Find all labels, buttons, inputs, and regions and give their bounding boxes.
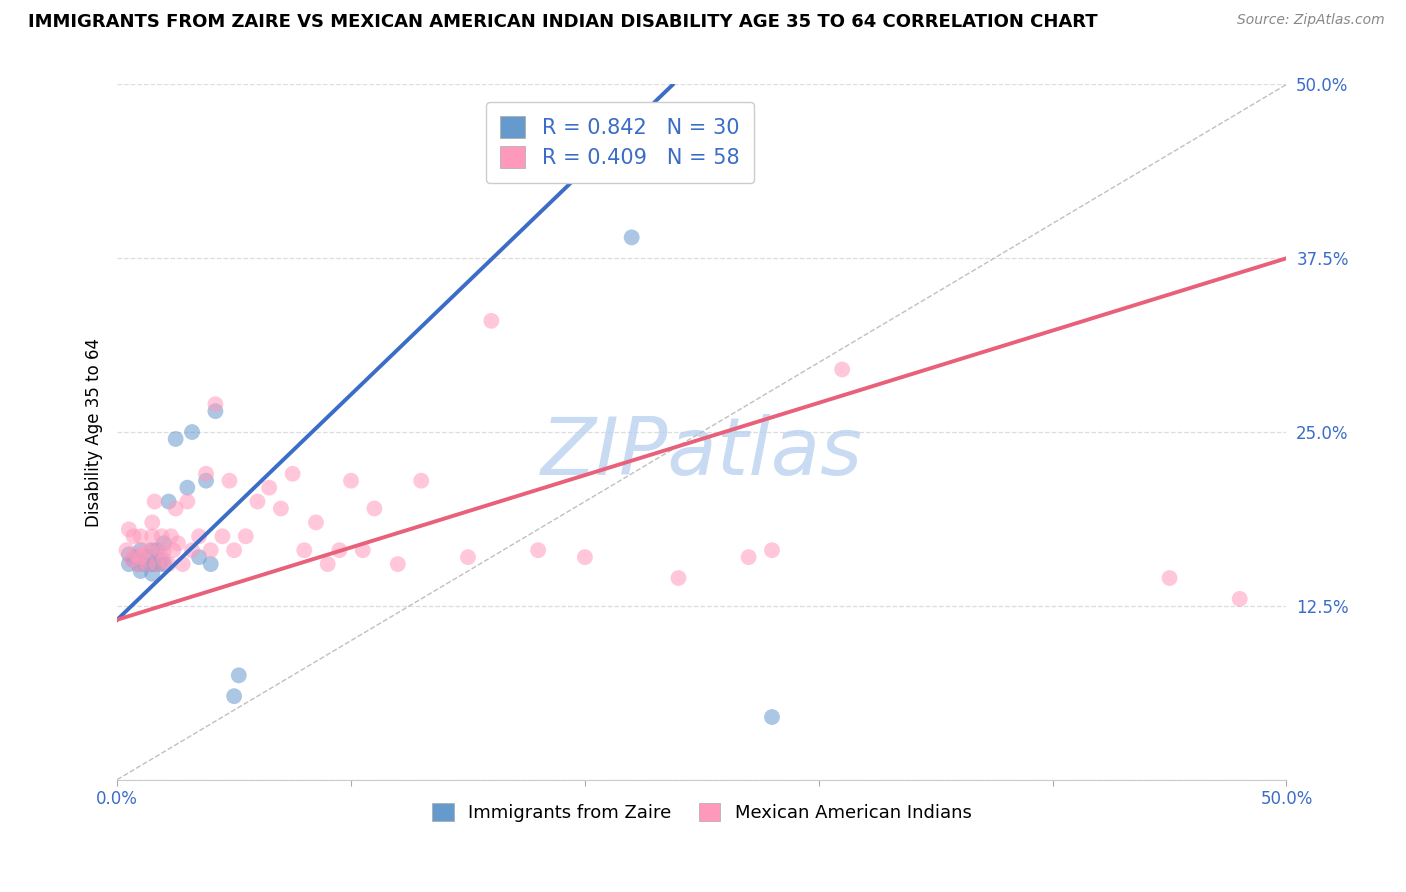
Point [134,557,156,571]
Point [118,557,141,571]
Point [211,529,233,543]
Point [195,474,218,488]
Point [188,550,211,565]
Point [129,564,152,578]
Point [141,543,163,558]
Point [118,522,141,536]
Point [129,550,152,565]
Point [200,557,222,571]
Legend: Immigrants from Zaire, Mexican American Indians: Immigrants from Zaire, Mexican American … [422,792,983,833]
Point [120,553,142,567]
Point [204,397,226,411]
Point [134,543,156,558]
Point [457,550,479,565]
Point [1159,571,1181,585]
Point [281,467,304,481]
Point [188,529,211,543]
Point [146,557,169,571]
Point [181,543,204,558]
Point [527,543,550,558]
Point [246,494,269,508]
Text: IMMIGRANTS FROM ZAIRE VS MEXICAN AMERICAN INDIAN DISABILITY AGE 35 TO 64 CORRELA: IMMIGRANTS FROM ZAIRE VS MEXICAN AMERICA… [28,13,1098,31]
Point [574,550,596,565]
Point [148,557,170,571]
Point [160,529,183,543]
Point [136,550,159,565]
Point [139,557,162,571]
Point [305,516,328,530]
Point [363,501,385,516]
Point [153,557,176,571]
Point [176,494,198,508]
Point [127,557,149,571]
Point [122,553,145,567]
Point [150,553,173,567]
Point [157,494,180,508]
Point [141,529,163,543]
Point [479,314,502,328]
Point [127,557,149,571]
Point [153,536,176,550]
Point [761,710,783,724]
Point [257,481,280,495]
Point [165,432,187,446]
Point [411,474,433,488]
Point [200,543,222,558]
Point [157,557,180,571]
Point [153,553,176,567]
Point [162,543,184,558]
Point [831,362,853,376]
Point [270,501,292,516]
Point [139,543,162,558]
Point [141,566,163,581]
Point [118,547,141,561]
Point [115,543,138,558]
Point [125,550,148,565]
Point [218,474,240,488]
Text: Source: ZipAtlas.com: Source: ZipAtlas.com [1237,13,1385,28]
Point [761,543,783,558]
Point [352,543,374,558]
Point [141,516,163,530]
Y-axis label: Disability Age 35 to 64: Disability Age 35 to 64 [86,337,103,526]
Point [167,536,190,550]
Point [172,557,194,571]
Point [235,529,257,543]
Point [620,230,643,244]
Point [387,557,409,571]
Point [143,557,166,571]
Point [136,557,159,571]
Point [316,557,339,571]
Point [195,467,218,481]
Point [224,543,246,558]
Point [125,547,148,561]
Point [146,543,169,558]
Point [129,543,152,558]
Point [1229,591,1251,606]
Point [165,501,187,516]
Point [292,543,315,558]
Point [228,668,250,682]
Point [737,550,759,565]
Point [204,404,226,418]
Point [176,481,198,495]
Point [340,474,363,488]
Point [143,494,166,508]
Point [148,543,170,558]
Point [668,571,690,585]
Point [150,529,173,543]
Point [129,529,152,543]
Point [153,543,176,558]
Point [181,425,204,439]
Point [328,543,350,558]
Point [122,529,145,543]
Point [224,689,246,703]
Text: ZIPatlas: ZIPatlas [541,414,863,491]
